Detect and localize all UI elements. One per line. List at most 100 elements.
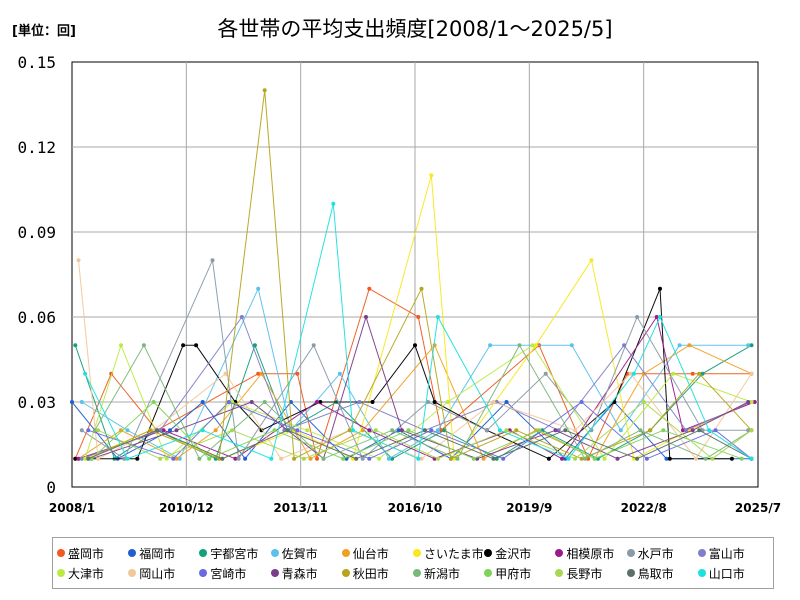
data-point <box>713 428 718 433</box>
data-point <box>76 456 81 461</box>
legend-item: 山口市 <box>697 563 769 583</box>
legend-marker <box>555 569 564 577</box>
data-point <box>658 315 662 319</box>
data-point <box>308 456 313 461</box>
data-point <box>582 456 587 461</box>
data-point <box>546 456 551 461</box>
data-point <box>416 315 421 319</box>
chart-title: 各世帯の平均支出頻度[2008/1～2025/5] <box>217 17 612 41</box>
data-point <box>96 428 101 433</box>
legend-marker <box>57 569 65 577</box>
data-point <box>514 428 519 433</box>
data-point <box>455 456 460 461</box>
series-line <box>84 203 752 460</box>
data-point <box>154 428 159 433</box>
data-point <box>661 428 666 433</box>
data-point <box>171 456 176 461</box>
x-tick-label: 2010/12 <box>159 501 213 515</box>
data-point <box>239 315 244 319</box>
data-point <box>501 456 506 461</box>
data-point <box>592 456 597 461</box>
data-point <box>230 428 235 433</box>
data-point <box>141 343 146 348</box>
data-point <box>197 456 202 461</box>
data-point <box>429 428 434 433</box>
data-point <box>177 456 182 461</box>
data-point <box>390 428 395 433</box>
data-point <box>471 456 476 461</box>
data-point <box>262 88 267 93</box>
legend-label: 宇都宮市 <box>210 546 259 561</box>
data-point <box>86 456 91 461</box>
y-tick-label: 0.12 <box>17 138 56 157</box>
data-point <box>295 371 300 376</box>
y-tick-label: 0.06 <box>17 308 56 327</box>
legend-marker <box>555 549 564 557</box>
data-point <box>667 456 672 461</box>
data-point <box>377 456 382 461</box>
data-point <box>360 428 365 433</box>
data-point <box>83 456 88 461</box>
data-point <box>563 428 568 433</box>
legend-label: 青森市 <box>281 566 318 581</box>
legend-marker <box>412 569 421 577</box>
data-point <box>357 400 362 404</box>
legend-label: 水戸市 <box>637 546 674 561</box>
data-point <box>671 371 676 376</box>
data-point <box>168 428 172 433</box>
data-point <box>543 371 548 376</box>
data-point <box>200 428 205 433</box>
series-line <box>74 287 752 461</box>
data-point <box>223 371 228 376</box>
series-lines <box>70 88 757 461</box>
data-point <box>321 456 326 461</box>
data-point <box>638 428 643 433</box>
data-point <box>125 428 130 433</box>
data-point <box>92 428 97 433</box>
data-point <box>432 400 437 404</box>
legend-marker <box>270 549 279 557</box>
x-tick-label: 2008/1 <box>49 501 95 515</box>
legend-label: 金沢市 <box>495 546 532 561</box>
data-point <box>86 428 91 433</box>
data-point <box>622 343 627 348</box>
data-point <box>233 456 238 461</box>
data-point <box>569 343 574 348</box>
legend-marker <box>57 549 65 557</box>
data-point <box>749 428 754 433</box>
data-point <box>301 456 306 461</box>
legend-label: 岡山市 <box>139 566 176 581</box>
data-point <box>693 456 698 461</box>
legend-item: 宮崎市 <box>199 563 270 583</box>
data-point <box>615 456 620 461</box>
data-point <box>256 371 261 376</box>
data-point <box>484 428 489 433</box>
data-point <box>96 456 101 461</box>
data-point <box>648 428 653 433</box>
data-point <box>350 428 355 433</box>
legend-item: 甲府市 <box>484 563 555 583</box>
legend-label: 盛岡市 <box>68 546 105 561</box>
data-point <box>635 456 640 461</box>
data-point <box>445 400 450 404</box>
legend: 盛岡市 福岡市 宇都宮市 佐賀市 仙台市 さいたま市 金沢市 相模原市 水戸市 富山市 大津市 岡山市… <box>52 537 774 589</box>
legend-label: さいたま市 <box>423 546 484 561</box>
data-point <box>252 343 257 348</box>
data-point <box>631 371 636 376</box>
data-point <box>491 400 496 404</box>
data-point <box>269 456 274 461</box>
y-axis: 0 0.03 0.06 0.09 0.12 0.15 <box>17 53 56 497</box>
data-point <box>700 371 705 376</box>
data-point <box>181 343 186 348</box>
data-point <box>435 315 440 319</box>
data-point <box>373 428 378 433</box>
legend-item: 岡山市 <box>128 563 199 583</box>
legend-label: 福岡市 <box>139 546 176 561</box>
series-山口市 <box>83 201 754 461</box>
data-point <box>226 400 231 404</box>
data-point <box>200 400 205 404</box>
series-長野市 <box>96 400 754 461</box>
data-point <box>151 400 156 404</box>
data-point <box>174 428 179 433</box>
data-point <box>125 456 130 461</box>
